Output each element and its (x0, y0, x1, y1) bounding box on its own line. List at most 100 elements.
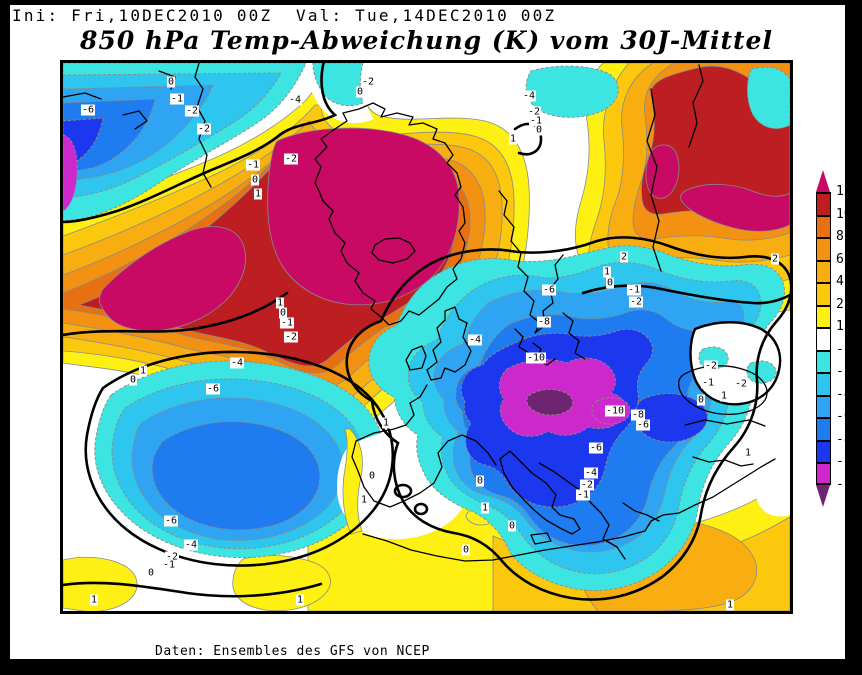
temperature-anomaly-map (63, 63, 790, 611)
legend-tick: -8 (836, 431, 852, 447)
contour-label: 1 (359, 494, 369, 506)
top-border (0, 0, 862, 5)
legend-color-segment (816, 192, 831, 215)
credits-block: Daten: Ensembles des GFS von NCEP (C) We… (155, 617, 430, 675)
contour-label: -1 (528, 115, 544, 127)
contour-label: 1 (480, 502, 490, 514)
contour-label: -2 (196, 123, 212, 135)
contour-label: -1 (575, 489, 591, 501)
contour-label: -2 (526, 106, 542, 118)
contour-label: -2 (283, 331, 299, 343)
contour-label: -6 (541, 284, 557, 296)
contour-label: -4 (229, 357, 245, 369)
contour-label: -1 (169, 93, 185, 105)
legend-tick: -12 (836, 476, 860, 492)
contour-label: 1 (138, 365, 148, 377)
map-title: 850 hPa Temp-Abweichung (K) vom 30J-Mitt… (80, 26, 773, 55)
contour-label: -2 (164, 551, 180, 563)
contour-label: 1 (253, 188, 263, 200)
contour-label: 0 (507, 520, 517, 532)
contour-label: -1 (700, 377, 716, 389)
legend-color-segment (816, 214, 831, 237)
contour-label: -4 (583, 467, 599, 479)
contour-label: -4 (521, 90, 537, 102)
cold-region-europe (368, 245, 785, 592)
legend-arrow-bottom (816, 484, 830, 507)
legend-color-segment (816, 282, 831, 305)
contour-label: -6 (163, 515, 179, 527)
contour-label: 1 (295, 594, 305, 606)
contour-label: -2 (628, 296, 644, 308)
white-notch-and-cyan-patches (306, 63, 790, 129)
contour-label: -4 (467, 334, 483, 346)
contour-label: 2 (619, 251, 629, 263)
contour-label: 1 (89, 594, 99, 606)
legend-tick: 4 (836, 274, 844, 289)
contour-label: 0 (605, 277, 615, 289)
contour-label: -6 (205, 383, 221, 395)
contour-label: 0 (146, 567, 156, 579)
legend-arrow-top (816, 170, 830, 192)
legend-tick: -4 (836, 386, 852, 402)
legend-tick: 6 (836, 251, 844, 267)
map-canvas: -6 0 -1 -2 -2 -2 0 -2 -1 0 1 -4 -4 -2 -1 0 1 2 2 1 0 -1 -2 -4 -6… (60, 60, 793, 614)
contour-label: 1 (743, 447, 753, 459)
contour-label: -2 (703, 360, 719, 372)
legend-tick: -10 (836, 454, 860, 469)
contour-label: 1 (275, 297, 285, 309)
legend-color-segment (816, 462, 831, 485)
contour-label: 0 (166, 76, 176, 88)
legend-tick: 1 (836, 319, 844, 334)
bottom-border (0, 659, 862, 675)
legend-tick: -2 (836, 364, 852, 379)
contour-label: -1 (245, 159, 261, 171)
contour-label: -4 (183, 539, 199, 551)
coastlines (63, 63, 776, 562)
left-border (0, 0, 10, 675)
legend-tick: 10 (836, 206, 852, 222)
legend-color-segment (816, 349, 831, 372)
contour-label: -6 (80, 104, 96, 116)
legend-color-segment (816, 304, 831, 327)
legend-color-segment (816, 394, 831, 417)
legend-tick: -1 (836, 341, 852, 357)
legend-color-segment (816, 259, 831, 282)
legend-tick: 8 (836, 229, 844, 244)
contour-label: 1 (719, 390, 729, 402)
contour-label: 0 (367, 470, 377, 482)
legend-tick: 2 (836, 296, 844, 312)
contour-label: 1 (508, 133, 518, 145)
contour-label: -1 (626, 284, 642, 296)
legend-color-segment (816, 372, 831, 395)
contour-label: -4 (287, 94, 303, 106)
color-scale-legend: 12 10 8 6 4 2 1 -1 -2 -4 -6 -8 -10 -12 (816, 170, 862, 510)
contour-label: -2 (184, 105, 200, 117)
legend-tick: -6 (836, 409, 852, 424)
legend-color-segment (816, 237, 831, 260)
contour-label: 0 (475, 475, 485, 487)
contour-label: -8 (630, 409, 646, 421)
contour-label: -2 (360, 76, 376, 88)
contour-label: 1 (602, 266, 612, 278)
credits-line-data: Daten: Ensembles des GFS von NCEP (155, 644, 430, 659)
contour-label: 1 (381, 417, 391, 429)
zero-contour-lines (63, 63, 790, 601)
contour-label: -8 (536, 316, 552, 328)
contour-label: -1 (161, 559, 177, 571)
contour-label: -2 (733, 378, 749, 390)
contour-label: -10 (525, 352, 547, 364)
contour-label-layer: -6 0 -1 -2 -2 -2 0 -2 -1 0 1 -4 -4 -2 -1 0 1 2 2 1 0 -1 -2 -4 -6… (63, 63, 790, 611)
contour-label: -2 (579, 479, 595, 491)
run-init-valid-text: Ini: Fri,10DEC2010 00Z Val: Tue,14DEC201… (12, 6, 557, 25)
legend-tick: 12 (836, 184, 852, 199)
contour-label: 0 (696, 394, 706, 406)
contour-label: 0 (278, 307, 288, 319)
contour-label: -6 (588, 442, 604, 454)
legend-color-segment (816, 439, 831, 462)
contour-label: 0 (534, 124, 544, 136)
contour-label: 2 (770, 253, 780, 265)
contour-label: 0 (250, 174, 260, 186)
contour-label: 0 (355, 86, 365, 98)
contour-label: 0 (461, 544, 471, 556)
